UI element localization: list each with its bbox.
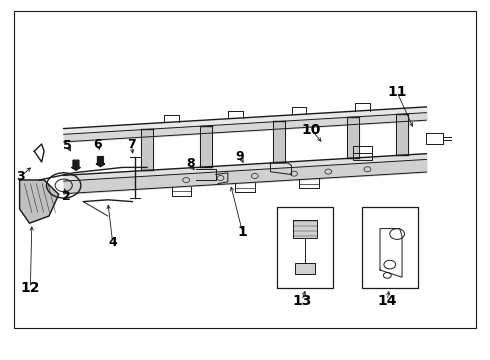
Bar: [14, 11, 476, 328]
FancyBboxPatch shape: [293, 220, 318, 238]
Text: 4: 4: [108, 237, 117, 249]
Text: 10: 10: [301, 123, 321, 136]
FancyArrow shape: [72, 160, 80, 170]
FancyBboxPatch shape: [295, 263, 315, 274]
Text: 13: 13: [292, 294, 312, 307]
Text: 11: 11: [387, 85, 407, 99]
FancyArrow shape: [96, 157, 105, 167]
Text: 3: 3: [16, 170, 25, 183]
Polygon shape: [20, 180, 59, 223]
Text: 2: 2: [62, 190, 71, 203]
Text: 1: 1: [238, 225, 247, 239]
Text: 14: 14: [377, 294, 397, 307]
Text: 8: 8: [186, 157, 195, 170]
Text: 12: 12: [21, 281, 40, 295]
Text: 9: 9: [236, 150, 245, 163]
Text: 7: 7: [127, 138, 136, 150]
Bar: [362, 207, 418, 288]
Text: 5: 5: [63, 139, 72, 152]
Bar: [277, 207, 333, 288]
Text: 6: 6: [94, 138, 102, 150]
